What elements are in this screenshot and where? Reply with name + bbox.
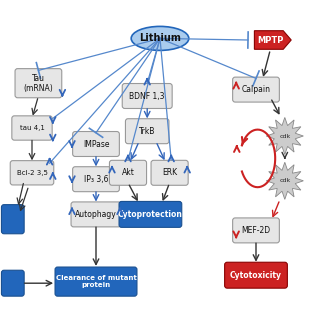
FancyBboxPatch shape	[122, 84, 172, 108]
Polygon shape	[266, 162, 303, 199]
Text: cdk: cdk	[279, 133, 291, 139]
Text: IMPase: IMPase	[83, 140, 109, 148]
FancyBboxPatch shape	[125, 119, 169, 144]
Text: Tau
(mRNA): Tau (mRNA)	[24, 74, 53, 93]
Text: Bcl-2 3,5: Bcl-2 3,5	[17, 170, 47, 176]
FancyBboxPatch shape	[119, 202, 182, 228]
FancyBboxPatch shape	[55, 267, 137, 296]
Text: MPTP: MPTP	[257, 36, 284, 44]
Text: Autophagy: Autophagy	[75, 210, 117, 219]
FancyBboxPatch shape	[233, 77, 279, 102]
FancyBboxPatch shape	[109, 160, 147, 185]
Polygon shape	[266, 117, 303, 155]
Polygon shape	[254, 31, 291, 49]
Text: BDNF 1,3: BDNF 1,3	[130, 92, 165, 100]
Text: ERK: ERK	[162, 168, 177, 177]
FancyBboxPatch shape	[12, 116, 52, 140]
Text: Cytotoxicity: Cytotoxicity	[230, 271, 282, 280]
Text: Cytoprotection: Cytoprotection	[118, 210, 183, 219]
Text: MEF-2D: MEF-2D	[241, 226, 271, 235]
FancyBboxPatch shape	[10, 161, 54, 185]
Text: cdk: cdk	[279, 178, 291, 183]
FancyBboxPatch shape	[2, 270, 24, 296]
Ellipse shape	[131, 27, 189, 51]
FancyBboxPatch shape	[73, 167, 119, 192]
Text: Calpain: Calpain	[242, 85, 270, 94]
Text: tau 4,1: tau 4,1	[20, 125, 44, 131]
FancyBboxPatch shape	[15, 69, 62, 98]
FancyBboxPatch shape	[71, 202, 121, 227]
Text: Lithium: Lithium	[139, 33, 181, 44]
Text: Clearance of mutant
protein: Clearance of mutant protein	[56, 275, 136, 288]
FancyBboxPatch shape	[233, 218, 279, 243]
Text: TrkB: TrkB	[139, 127, 156, 136]
FancyBboxPatch shape	[73, 132, 119, 156]
FancyBboxPatch shape	[151, 160, 188, 185]
Text: Akt: Akt	[122, 168, 134, 177]
FancyBboxPatch shape	[2, 205, 24, 234]
Text: IP₃ 3,6: IP₃ 3,6	[84, 175, 108, 184]
FancyBboxPatch shape	[225, 262, 287, 288]
